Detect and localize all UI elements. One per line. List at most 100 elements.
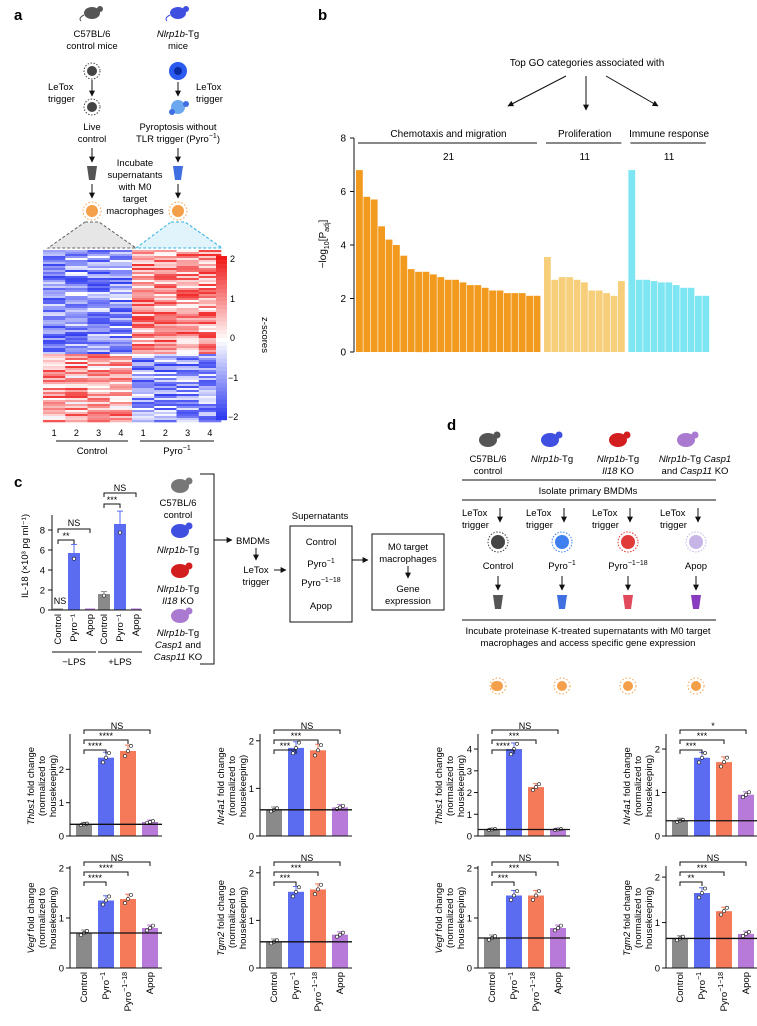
heatmap-cell bbox=[176, 310, 200, 313]
panel-d: d C57BL/6 control Nlrp1b-Tg Nlrp1b-Tg Il… bbox=[447, 417, 731, 695]
heatmap-cell bbox=[43, 320, 66, 323]
heatmap-cell bbox=[43, 330, 66, 333]
data-point bbox=[703, 751, 707, 755]
heatmap-cell bbox=[65, 392, 88, 395]
heatmap-cell bbox=[109, 384, 133, 387]
heatmap-cell bbox=[87, 320, 111, 323]
heatmap-cell bbox=[154, 380, 177, 383]
go-bar bbox=[658, 282, 665, 352]
y-tick-label: 2 bbox=[249, 868, 254, 879]
heatmap-cell bbox=[87, 356, 111, 359]
heatmap-cell bbox=[109, 282, 133, 285]
heatmap-cell bbox=[109, 360, 133, 363]
heatmap-cell bbox=[132, 300, 155, 303]
gene-bar bbox=[288, 891, 304, 968]
mouse-icon-control bbox=[79, 6, 103, 22]
y-tick-label: 0 bbox=[249, 832, 254, 843]
y-tick-label: 2 bbox=[655, 745, 660, 756]
data-point bbox=[313, 892, 317, 897]
heatmap-colorbar bbox=[216, 256, 227, 421]
go-bar bbox=[581, 282, 588, 352]
heatmap-cell bbox=[198, 390, 222, 393]
gene-chart-ylabel: Nr4a1 fold change bbox=[216, 747, 227, 825]
scale-label: z-scores bbox=[259, 317, 270, 353]
mouse-icon-nlrp1b bbox=[165, 6, 189, 22]
heatmap-cell bbox=[87, 416, 111, 419]
gene-chart-ylabel-l2: (normalized to bbox=[227, 888, 238, 948]
heatmap-cell bbox=[154, 278, 177, 281]
heatmap-cell bbox=[198, 268, 222, 271]
sig-label: *** bbox=[509, 731, 520, 741]
incubate-l5: macrophages bbox=[106, 206, 164, 217]
heatmap-cell bbox=[65, 332, 88, 335]
heatmap-cell bbox=[65, 322, 88, 325]
sig-bracket bbox=[83, 739, 129, 744]
heatmap-cell bbox=[198, 254, 222, 257]
macrophage-icon bbox=[557, 681, 567, 691]
gene-chart-ylabel-l2: (normalized to bbox=[37, 888, 48, 948]
gene-chart-ylabel: Vegf fold change bbox=[434, 883, 445, 954]
heatmap-cell bbox=[198, 318, 222, 321]
y-tick-label: 1 bbox=[249, 784, 254, 795]
heatmap-cell bbox=[176, 390, 200, 393]
heatmap-cell bbox=[65, 338, 88, 341]
sig-bracket bbox=[679, 871, 725, 876]
heatmap-cell bbox=[87, 362, 111, 365]
heatmap-cell bbox=[198, 280, 222, 283]
gene-category-label: Control bbox=[487, 972, 498, 1003]
heatmap-cell bbox=[65, 400, 88, 403]
gene-bar bbox=[332, 807, 348, 836]
heatmap-cell bbox=[87, 314, 111, 317]
heatmap-cell bbox=[87, 330, 111, 333]
heatmap-cell bbox=[43, 274, 66, 277]
cell-icon-right-2 bbox=[169, 100, 189, 115]
heatmap-cell bbox=[176, 276, 200, 279]
heatmap-cell bbox=[132, 350, 155, 353]
gene-bar bbox=[738, 794, 754, 836]
heatmap-cell bbox=[109, 320, 133, 323]
heatmap-cell bbox=[198, 330, 222, 333]
d-trigger-l2: trigger bbox=[526, 520, 553, 531]
chart-c-ylabel: IL-18 (×10³ pg ml⁻¹) bbox=[20, 514, 31, 598]
heatmap-cell bbox=[154, 258, 177, 261]
heatmap-cell bbox=[176, 288, 200, 291]
gene-category-label: Pyro−1−18 bbox=[122, 972, 134, 1012]
heatmap-cell bbox=[43, 260, 66, 263]
heatmap-cell bbox=[154, 384, 177, 387]
heatmap-cell bbox=[65, 358, 88, 361]
heatmap-cell bbox=[198, 380, 222, 383]
go-bar bbox=[400, 255, 408, 352]
gene-chart-tgm2: Tgm2 fold change (normalized to housekeepi… bbox=[622, 853, 757, 1011]
mouse-icon-c-nlrp1b bbox=[171, 522, 193, 538]
heatmap-cell bbox=[43, 406, 66, 409]
heatmap-cell bbox=[87, 286, 111, 289]
data-point bbox=[85, 929, 89, 933]
colorbar-step bbox=[216, 301, 227, 306]
heatmap-cell bbox=[65, 294, 88, 297]
heatmap-cell bbox=[43, 366, 66, 369]
gene-bar bbox=[98, 900, 114, 968]
d-mouse-3-l2: Il18 KO bbox=[602, 466, 634, 477]
heatmap-cell bbox=[132, 384, 155, 387]
d-mouse-1-l2: control bbox=[474, 466, 503, 477]
heatmap-cell bbox=[132, 362, 155, 365]
heatmap-cell bbox=[87, 294, 111, 297]
sig-label: NS bbox=[707, 853, 720, 863]
heatmap-cell bbox=[132, 304, 155, 307]
heatmap-cell bbox=[198, 414, 222, 417]
heatmap-cell bbox=[87, 282, 111, 285]
go-bar bbox=[444, 279, 452, 352]
tube-icon bbox=[623, 595, 633, 609]
heatmap-cell bbox=[43, 388, 66, 391]
heatmap-cell bbox=[154, 300, 177, 303]
macrophage-icon bbox=[691, 681, 701, 691]
heatmap-cell bbox=[132, 386, 155, 389]
heatmap-cell bbox=[198, 298, 222, 301]
sup-pyro: Pyro−1 bbox=[307, 558, 335, 570]
heatmap-cell bbox=[198, 310, 222, 313]
chart-b-ylabel: −log10[Padj] bbox=[318, 220, 331, 269]
c-mouse-4-l3: Casp11 KO bbox=[154, 652, 202, 663]
heatmap-cell bbox=[43, 410, 66, 413]
sig-label: ** bbox=[687, 873, 695, 883]
heatmap-cell bbox=[132, 392, 155, 395]
